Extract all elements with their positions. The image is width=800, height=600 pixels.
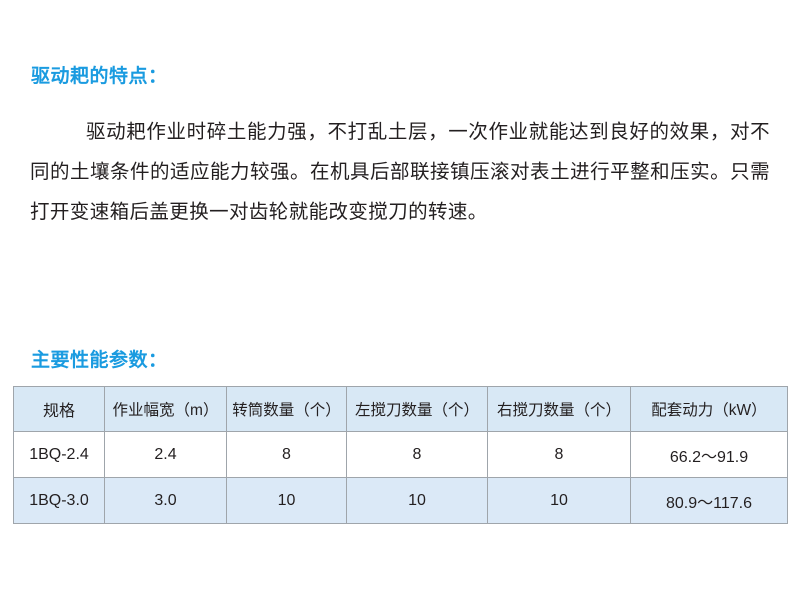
performance-parameters-table: 规格 作业幅宽（m） 转筒数量（个） 左搅刀数量（个） 右搅刀数量（个） 配套动… — [13, 386, 788, 524]
parameters-section-heading: 主要性能参数： — [31, 349, 168, 371]
features-body-paragraph: 驱动耙作业时碎土能力强，不打乱土层，一次作业就能达到良好的效果，对不同的土壤条件… — [30, 120, 770, 223]
cell-left-blades: 8 — [346, 431, 488, 478]
column-header-left-blades: 左搅刀数量（个） — [346, 386, 488, 432]
table-header-row: 规格 作业幅宽（m） 转筒数量（个） 左搅刀数量（个） 右搅刀数量（个） 配套动… — [13, 386, 788, 432]
column-header-spec: 规格 — [13, 386, 105, 432]
cell-spec: 1BQ-3.0 — [13, 477, 105, 524]
cell-power: 80.9～117.6 — [630, 477, 788, 524]
table-header: 规格 作业幅宽（m） 转筒数量（个） 左搅刀数量（个） 右搅刀数量（个） 配套动… — [13, 386, 788, 432]
table-body: 1BQ-2.4 2.4 8 8 8 66.2～91.9 1BQ-3.0 3.0 … — [13, 431, 788, 524]
table-row: 1BQ-2.4 2.4 8 8 8 66.2～91.9 — [13, 431, 788, 478]
parameters-table-container: 规格 作业幅宽（m） 转筒数量（个） 左搅刀数量（个） 右搅刀数量（个） 配套动… — [13, 386, 788, 524]
cell-right-blades: 10 — [487, 477, 631, 524]
cell-drum-count: 8 — [226, 431, 347, 478]
cell-right-blades: 8 — [487, 431, 631, 478]
cell-spec: 1BQ-2.4 — [13, 431, 105, 478]
cell-left-blades: 10 — [346, 477, 488, 524]
cell-working-width: 3.0 — [104, 477, 227, 524]
cell-power: 66.2～91.9 — [630, 431, 788, 478]
features-section-heading: 驱动耙的特点： — [31, 65, 168, 87]
column-header-drum-count: 转筒数量（个） — [226, 386, 347, 432]
cell-working-width: 2.4 — [104, 431, 227, 478]
column-header-right-blades: 右搅刀数量（个） — [487, 386, 631, 432]
column-header-power: 配套动力（kW） — [630, 386, 788, 432]
cell-drum-count: 10 — [226, 477, 347, 524]
column-header-working-width: 作业幅宽（m） — [104, 386, 227, 432]
table-row: 1BQ-3.0 3.0 10 10 10 80.9～117.6 — [13, 477, 788, 524]
